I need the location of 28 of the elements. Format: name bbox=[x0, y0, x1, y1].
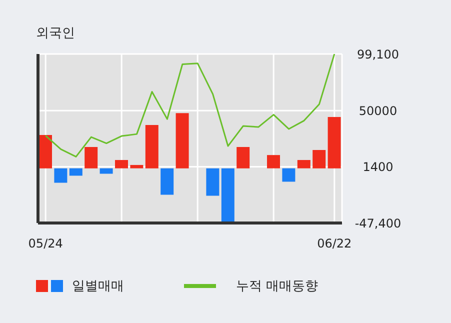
bar bbox=[69, 168, 82, 176]
chart-title: 외국인 bbox=[36, 25, 75, 42]
bar bbox=[130, 164, 144, 168]
bar bbox=[39, 134, 52, 168]
bar bbox=[54, 168, 68, 183]
x-tick-label: 06/22 bbox=[317, 236, 352, 251]
x-tick-label: 05/24 bbox=[28, 236, 63, 251]
line-series bbox=[44, 54, 336, 158]
bar bbox=[328, 116, 341, 168]
bar bbox=[206, 168, 220, 196]
bar bbox=[267, 155, 280, 168]
bar bbox=[221, 168, 234, 222]
bar bbox=[312, 150, 326, 168]
bar bbox=[145, 125, 158, 168]
y-tick-label: 1400 bbox=[362, 160, 394, 174]
bar bbox=[176, 113, 189, 168]
legend-label: 일별매매 bbox=[72, 278, 124, 295]
y-tick-label: 99,100 bbox=[357, 47, 399, 62]
bar bbox=[115, 160, 128, 168]
bar bbox=[297, 160, 310, 168]
y-tick-label: 50000 bbox=[358, 104, 398, 118]
bar bbox=[236, 146, 250, 168]
bar bbox=[160, 168, 174, 195]
y-tick-label: -47,400 bbox=[354, 216, 402, 230]
bar bbox=[100, 168, 113, 174]
bar bbox=[84, 146, 98, 168]
bar bbox=[282, 168, 296, 182]
legend-label: 누적 매매동향 bbox=[236, 278, 318, 295]
